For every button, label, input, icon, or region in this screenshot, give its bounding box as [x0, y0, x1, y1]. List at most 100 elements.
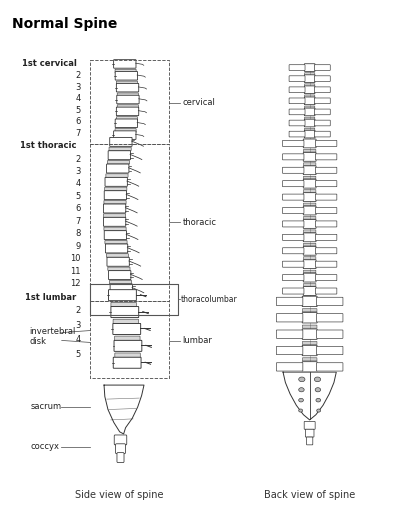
FancyBboxPatch shape [302, 325, 317, 328]
FancyBboxPatch shape [289, 98, 305, 103]
FancyBboxPatch shape [304, 130, 315, 138]
Text: coccyx: coccyx [31, 442, 60, 451]
FancyBboxPatch shape [289, 76, 305, 81]
FancyBboxPatch shape [115, 119, 138, 128]
FancyBboxPatch shape [276, 346, 303, 355]
FancyBboxPatch shape [276, 330, 303, 338]
FancyBboxPatch shape [105, 177, 127, 186]
FancyBboxPatch shape [304, 73, 315, 76]
Text: sacrum: sacrum [31, 402, 62, 411]
FancyBboxPatch shape [115, 71, 138, 80]
FancyBboxPatch shape [303, 180, 316, 188]
FancyBboxPatch shape [304, 203, 316, 206]
FancyBboxPatch shape [304, 97, 315, 105]
FancyBboxPatch shape [303, 273, 316, 282]
FancyBboxPatch shape [303, 166, 316, 175]
Text: 6: 6 [75, 117, 80, 126]
FancyBboxPatch shape [302, 309, 317, 312]
FancyBboxPatch shape [117, 105, 138, 109]
FancyBboxPatch shape [109, 147, 131, 150]
FancyBboxPatch shape [304, 117, 315, 120]
Text: 5: 5 [75, 192, 80, 201]
Text: Back view of spine: Back view of spine [264, 491, 355, 501]
FancyBboxPatch shape [282, 167, 304, 173]
FancyBboxPatch shape [108, 271, 131, 279]
Text: 12: 12 [70, 279, 80, 288]
FancyBboxPatch shape [314, 98, 330, 103]
FancyBboxPatch shape [315, 140, 337, 146]
FancyBboxPatch shape [316, 314, 343, 322]
FancyBboxPatch shape [304, 95, 315, 98]
FancyBboxPatch shape [304, 190, 316, 192]
FancyBboxPatch shape [305, 429, 314, 437]
Ellipse shape [299, 398, 304, 402]
FancyBboxPatch shape [289, 65, 305, 70]
FancyBboxPatch shape [303, 260, 316, 269]
Ellipse shape [299, 388, 304, 392]
FancyBboxPatch shape [276, 363, 303, 371]
FancyBboxPatch shape [282, 288, 304, 294]
FancyBboxPatch shape [304, 176, 316, 179]
FancyBboxPatch shape [303, 206, 316, 215]
Polygon shape [104, 385, 144, 434]
FancyBboxPatch shape [304, 64, 315, 71]
Text: 11: 11 [70, 267, 80, 276]
FancyBboxPatch shape [316, 297, 343, 306]
FancyBboxPatch shape [304, 230, 316, 232]
Text: invertebral
disk: invertebral disk [30, 327, 76, 346]
FancyBboxPatch shape [304, 108, 315, 116]
FancyBboxPatch shape [110, 280, 132, 284]
FancyBboxPatch shape [114, 435, 127, 445]
FancyBboxPatch shape [315, 261, 337, 267]
Text: 10: 10 [70, 254, 80, 263]
FancyBboxPatch shape [304, 421, 315, 429]
FancyBboxPatch shape [315, 208, 337, 213]
FancyBboxPatch shape [304, 119, 315, 127]
FancyBboxPatch shape [316, 346, 343, 355]
FancyBboxPatch shape [110, 137, 132, 146]
FancyBboxPatch shape [110, 284, 132, 293]
FancyBboxPatch shape [315, 234, 337, 240]
FancyBboxPatch shape [304, 163, 316, 165]
FancyBboxPatch shape [282, 234, 304, 240]
FancyBboxPatch shape [116, 81, 138, 85]
Text: 7: 7 [75, 217, 80, 226]
Text: Normal Spine: Normal Spine [12, 17, 117, 31]
FancyBboxPatch shape [314, 120, 330, 126]
FancyBboxPatch shape [315, 181, 337, 187]
FancyBboxPatch shape [315, 275, 337, 280]
FancyBboxPatch shape [302, 345, 317, 356]
Text: 1st cervical: 1st cervical [22, 60, 77, 69]
FancyBboxPatch shape [302, 313, 317, 323]
Text: 2: 2 [75, 155, 80, 164]
FancyBboxPatch shape [289, 109, 305, 115]
Text: cervical: cervical [182, 98, 215, 107]
FancyBboxPatch shape [111, 307, 139, 317]
FancyBboxPatch shape [276, 314, 303, 322]
FancyBboxPatch shape [106, 244, 128, 253]
Text: 5: 5 [75, 106, 80, 115]
FancyBboxPatch shape [302, 329, 317, 340]
Text: 4: 4 [75, 180, 80, 188]
FancyBboxPatch shape [314, 76, 330, 81]
Text: 1st thoracic: 1st thoracic [20, 141, 77, 150]
FancyBboxPatch shape [302, 362, 317, 372]
FancyBboxPatch shape [304, 75, 315, 82]
FancyBboxPatch shape [116, 117, 138, 120]
FancyBboxPatch shape [304, 86, 315, 93]
FancyBboxPatch shape [302, 342, 317, 345]
FancyBboxPatch shape [107, 257, 129, 266]
Text: 1st lumbar: 1st lumbar [25, 293, 77, 302]
FancyBboxPatch shape [282, 261, 304, 267]
FancyBboxPatch shape [104, 191, 126, 200]
FancyBboxPatch shape [282, 140, 304, 146]
FancyBboxPatch shape [315, 194, 337, 200]
Polygon shape [283, 372, 336, 420]
FancyBboxPatch shape [304, 149, 316, 152]
FancyBboxPatch shape [304, 128, 315, 131]
Ellipse shape [299, 377, 305, 382]
FancyBboxPatch shape [104, 214, 126, 217]
FancyBboxPatch shape [302, 358, 317, 361]
FancyBboxPatch shape [314, 131, 330, 137]
FancyBboxPatch shape [117, 95, 139, 104]
